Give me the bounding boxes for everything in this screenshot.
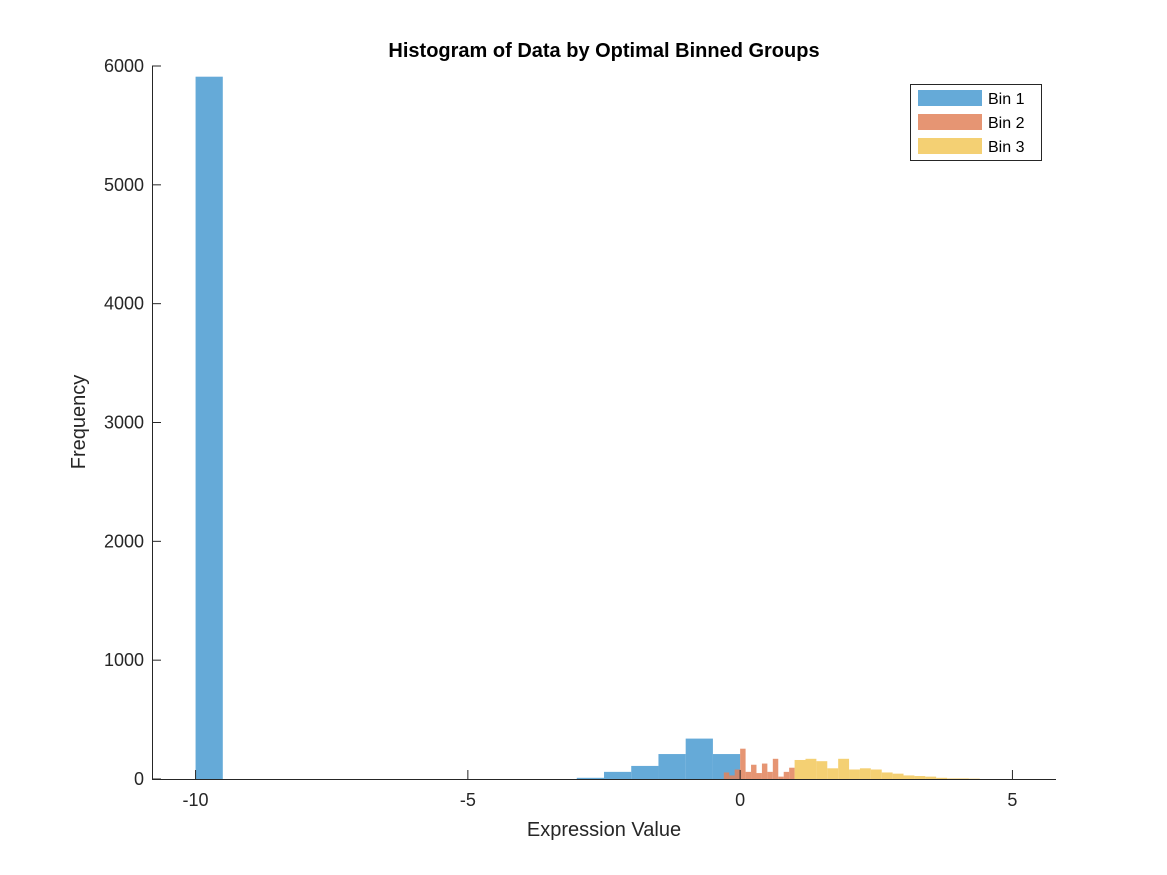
chart-title: Histogram of Data by Optimal Binned Grou… <box>388 40 819 62</box>
y-axis-label: Frequency <box>68 375 90 470</box>
legend-swatch-3 <box>918 138 982 154</box>
bar-series3-16 <box>957 778 969 779</box>
y-tick-label-5: 4000 <box>104 294 144 314</box>
bar-series1-6 <box>685 738 713 779</box>
bar-series2-6 <box>751 764 757 779</box>
x-tick-label-1: -10 <box>183 790 209 810</box>
bar-series2-13 <box>789 767 795 779</box>
plot-background <box>152 66 1056 779</box>
bar-series2-5 <box>745 771 752 779</box>
series-1-bars <box>195 76 741 779</box>
bar-series3-2 <box>805 758 817 779</box>
y-tick-label-3: 2000 <box>104 531 144 551</box>
bar-series2-7 <box>756 773 762 779</box>
bar-series3-13 <box>925 776 937 779</box>
bars-layer <box>195 76 980 779</box>
series-3-bars <box>794 758 980 779</box>
y-tick-label-2: 1000 <box>104 650 144 670</box>
bar-series3-8 <box>870 769 882 779</box>
y-tick-label-6: 5000 <box>104 175 144 195</box>
x-tick-label-3: 0 <box>735 790 745 810</box>
legend-label-3: Bin 3 <box>988 139 1025 156</box>
bar-series2-12 <box>783 771 790 779</box>
bar-series2-11 <box>778 776 784 779</box>
bar-series3-5 <box>838 758 850 779</box>
bar-series1-4 <box>631 765 659 779</box>
bar-series3-4 <box>827 768 839 779</box>
x-tick-label-2: -5 <box>460 790 476 810</box>
bar-series2-1 <box>723 772 730 779</box>
bar-series3-6 <box>849 769 860 779</box>
y-tick-label-4: 3000 <box>104 413 144 433</box>
x-axis-label: Expression Value <box>527 819 681 841</box>
bar-series2-9 <box>767 771 773 779</box>
bar-series3-10 <box>892 773 904 779</box>
bar-series1-5 <box>658 754 686 779</box>
bar-series3-11 <box>903 775 915 779</box>
bar-series2-8 <box>761 763 768 779</box>
legend-swatch-1 <box>918 90 982 106</box>
bar-series1-3 <box>604 771 632 779</box>
legend-label-2: Bin 2 <box>988 115 1025 132</box>
legend-label-1: Bin 1 <box>988 91 1025 108</box>
bar-series1-1 <box>195 76 223 779</box>
y-tick-label-7: 6000 <box>104 56 144 76</box>
bar-series3-15 <box>947 778 958 779</box>
x-tick-label-4: 5 <box>1007 790 1017 810</box>
bar-series3-1 <box>794 759 806 779</box>
series-2-bars <box>723 748 795 779</box>
bar-series3-9 <box>881 772 893 779</box>
y-tick-label-1: 0 <box>134 769 144 789</box>
bar-series3-12 <box>914 776 926 779</box>
ticks-layer: -10 -5 0 5 0 1000 2000 3000 4000 5000 6000 <box>104 56 1017 810</box>
legend-swatch-2 <box>918 114 982 130</box>
bar-series3-14 <box>936 777 948 779</box>
bar-series2-4 <box>740 748 746 779</box>
bar-series2-2 <box>729 775 735 779</box>
bar-series1-2 <box>576 777 604 779</box>
legend[interactable]: Bin 1 Bin 2 Bin 3 <box>910 84 1042 161</box>
bar-series3-3 <box>816 761 828 779</box>
bar-series2-3 <box>734 769 741 779</box>
bar-series2-10 <box>772 758 779 779</box>
bar-series3-7 <box>859 768 871 779</box>
